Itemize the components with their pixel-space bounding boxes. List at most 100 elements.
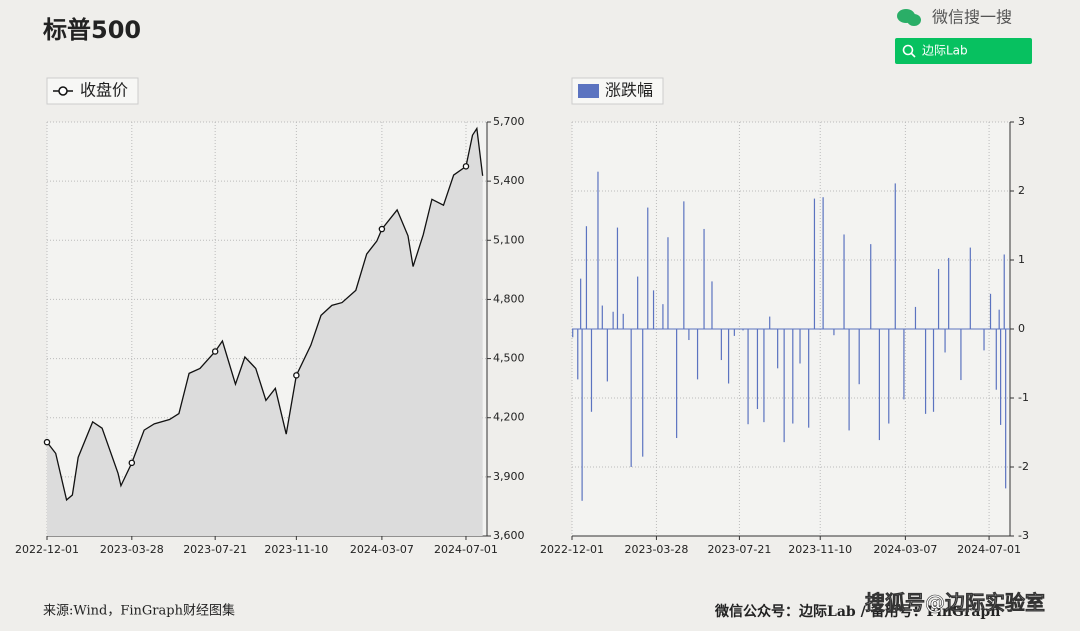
bar <box>696 329 699 380</box>
bar <box>622 313 624 329</box>
x-tick-label: 2024-07-01 <box>957 543 1021 556</box>
bar <box>597 171 599 329</box>
bar <box>703 228 705 329</box>
y-tick-label: -3 <box>1018 529 1029 542</box>
bar <box>944 329 946 353</box>
y-tick-label: 5,400 <box>493 174 525 187</box>
bar <box>1000 329 1002 425</box>
bar <box>630 329 632 467</box>
x-tick-label: 2023-03-28 <box>624 543 688 556</box>
bar <box>747 329 749 425</box>
x-tick-label: 2024-03-07 <box>350 543 414 556</box>
bar <box>870 244 872 329</box>
source: 来源:Wind，FinGraph财经图集 <box>43 603 235 619</box>
bar <box>742 329 744 331</box>
y-tick-label: 3,600 <box>493 529 525 542</box>
legend-label: 涨跌幅 <box>605 81 653 100</box>
bar <box>577 329 579 380</box>
x-tick-label: 2024-07-01 <box>434 543 498 556</box>
y-tick-label: 1 <box>1018 253 1025 266</box>
point-marker <box>211 348 219 355</box>
bar <box>581 329 583 501</box>
bar <box>1005 329 1007 489</box>
bar <box>843 234 845 329</box>
bar <box>858 329 860 385</box>
point-marker <box>462 163 470 170</box>
point-marker <box>43 438 51 446</box>
bar <box>833 329 835 336</box>
bar <box>667 237 669 329</box>
y-tick-label: 3 <box>1018 115 1025 128</box>
bar <box>642 329 644 457</box>
bar <box>727 329 730 384</box>
bar <box>878 329 880 441</box>
x-tick-label: 2023-11-10 <box>788 543 852 556</box>
area <box>47 128 483 536</box>
account: 微信公众号：边际Lab / 备用号：FinGraph <box>714 603 1000 620</box>
bar <box>580 278 582 329</box>
y-tick-label: 4,200 <box>493 411 525 424</box>
search-button-text: 边际Lab <box>922 44 968 58</box>
watermark: 搜狐号@边际实验室 <box>865 591 1045 615</box>
y-tick-label: -2 <box>1018 460 1029 473</box>
y-tick-label: 0 <box>1018 322 1025 335</box>
bar <box>756 329 759 410</box>
x-tick-label: 2023-07-21 <box>707 543 771 556</box>
bar <box>995 329 997 390</box>
bar <box>998 309 1000 329</box>
x-tick-label: 2023-11-10 <box>264 543 328 556</box>
bar <box>932 329 935 412</box>
bar <box>606 329 608 382</box>
x-tick-label: 2024-03-07 <box>873 543 937 556</box>
bar <box>688 329 690 341</box>
bar <box>733 329 735 336</box>
bar <box>948 257 950 329</box>
bar <box>799 329 801 364</box>
y-tick-label: 4,500 <box>493 352 525 365</box>
search-hint-text: 微信搜一搜 <box>932 8 1012 27</box>
search-hint: 微信搜一搜 <box>897 8 1012 27</box>
bar <box>572 329 574 338</box>
bar <box>989 293 992 329</box>
bar <box>652 290 655 329</box>
bar <box>601 305 603 329</box>
bar <box>983 329 985 351</box>
bar <box>769 316 771 329</box>
y-tick-label: 5,100 <box>493 233 525 246</box>
x-tick-label: 2022-12-01 <box>540 543 604 556</box>
bar <box>763 329 765 423</box>
y-tick-label: 5,700 <box>493 115 525 128</box>
bar <box>808 329 810 428</box>
bar <box>903 329 905 400</box>
legend-label: 收盘价 <box>80 81 128 100</box>
bar <box>924 329 927 414</box>
bar <box>676 329 678 439</box>
bar <box>848 329 850 431</box>
y-tick-label: 2 <box>1018 184 1025 197</box>
bar <box>969 247 971 329</box>
bar <box>822 197 824 329</box>
bar <box>711 281 713 329</box>
bar <box>792 329 794 424</box>
bar <box>647 207 649 329</box>
bar <box>937 268 940 329</box>
y-tick-label: 3,900 <box>493 470 525 483</box>
bar <box>616 227 619 329</box>
bar <box>777 329 779 369</box>
bar <box>894 183 896 329</box>
x-tick-label: 2022-12-01 <box>15 543 79 556</box>
bar <box>960 329 962 381</box>
x-tick-label: 2023-07-21 <box>183 543 247 556</box>
point-marker <box>128 459 136 467</box>
bar <box>783 329 785 443</box>
bar <box>683 201 685 329</box>
y-tick-label: 4,800 <box>493 292 525 305</box>
point-marker <box>293 372 300 379</box>
bar <box>662 304 664 329</box>
bar <box>888 329 890 424</box>
search-button[interactable] <box>895 38 1032 64</box>
point-marker <box>378 225 386 233</box>
x-tick-label: 2023-03-28 <box>100 543 164 556</box>
